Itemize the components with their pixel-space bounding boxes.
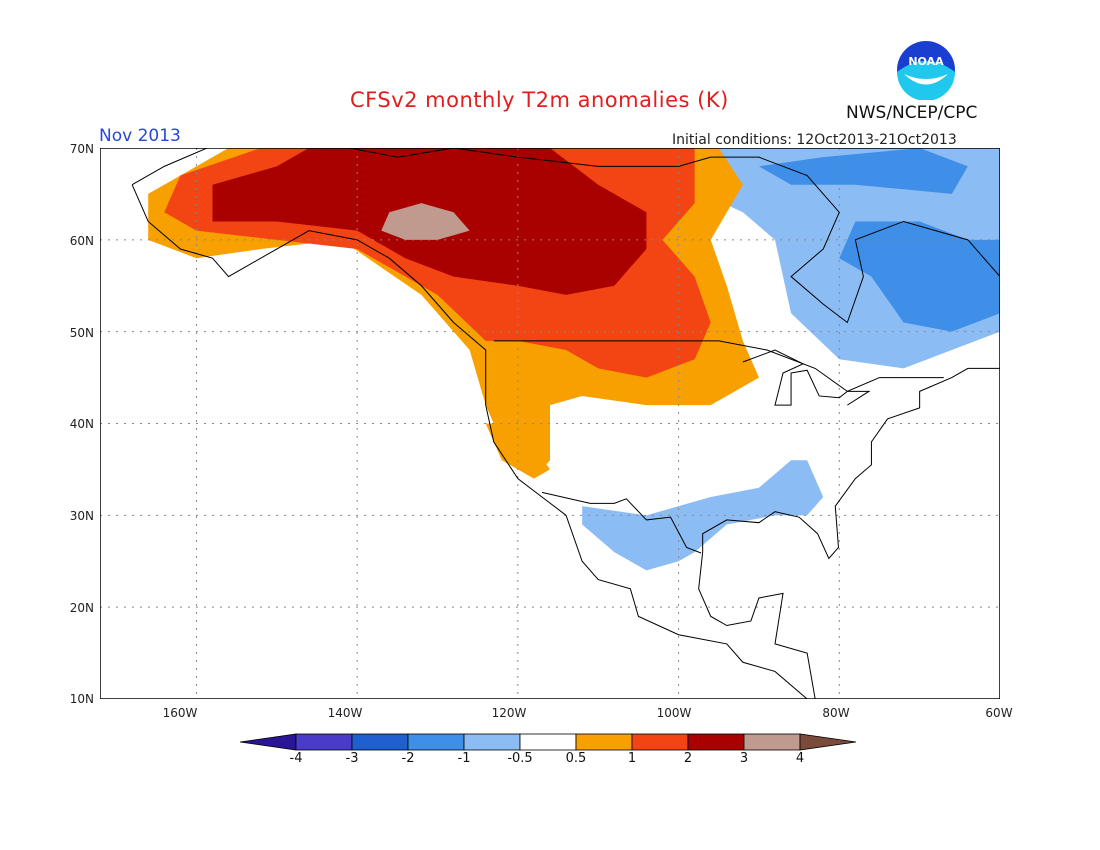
lon-tick-100w: 100W: [656, 706, 692, 720]
colorbar-segment: [295, 733, 353, 751]
lat-tick-40n: 40N: [69, 417, 94, 431]
colorbar-segment: [631, 733, 689, 751]
lat-tick-30n: 30N: [69, 509, 94, 523]
colorbar-tick-label: -3: [345, 751, 359, 766]
colorbar-tick-label: 3: [739, 751, 749, 766]
colorbar-right-arrow: [799, 733, 857, 751]
valid-month-label: Nov 2013: [99, 126, 181, 146]
anomaly-region: [485, 423, 550, 479]
coastline: [131, 184, 808, 699]
colorbar-segment: [743, 733, 801, 751]
coastline: [541, 491, 702, 554]
coastline: [742, 349, 871, 406]
anomaly-region: [839, 221, 1000, 332]
lon-tick-160w: 160W: [162, 706, 198, 720]
colorbar: [240, 733, 857, 751]
anomaly-region: [758, 148, 968, 194]
noaa-logo-icon: NOAA: [897, 41, 955, 100]
lat-lon-grid: [100, 148, 1000, 699]
colorbar-tick-label: 4: [795, 751, 805, 766]
lat-tick-50n: 50N: [69, 326, 94, 340]
svg-text:NOAA: NOAA: [908, 55, 944, 68]
anomaly-region: [582, 460, 824, 571]
coastline: [493, 340, 944, 392]
agency-label: NWS/NCEP/CPC: [846, 103, 978, 123]
colorbar-tick-label: 1: [627, 751, 637, 766]
anomaly-map: [100, 148, 1000, 699]
colorbar-segment: [407, 733, 465, 751]
initial-conditions-label: Initial conditions: 12Oct2013-21Oct2013: [672, 132, 957, 148]
colorbar-segment: [687, 733, 745, 751]
lat-tick-20n: 20N: [69, 601, 94, 615]
colorbar-left-arrow: [240, 733, 297, 751]
colorbar-tick-label: -2: [401, 751, 415, 766]
lon-tick-120w: 120W: [491, 706, 527, 720]
lat-tick-70n: 70N: [69, 142, 94, 156]
colorbar-tick-label: 2: [683, 751, 693, 766]
colorbar-segment: [351, 733, 409, 751]
map-title: CFSv2 monthly T2m anomalies (K): [350, 88, 729, 112]
colorbar-segment: [575, 733, 633, 751]
coastlines-and-borders: [131, 148, 1000, 699]
lat-tick-60n: 60N: [69, 234, 94, 248]
lat-tick-10n: 10N: [69, 692, 94, 706]
colorbar-tick-label: 0.5: [565, 751, 587, 766]
anomaly-shading: [148, 148, 1000, 571]
coastline: [131, 148, 1000, 324]
lon-tick-60w: 60W: [985, 706, 1013, 720]
colorbar-tick-label: -4: [289, 751, 303, 766]
coastline: [698, 552, 816, 699]
colorbar-segment: [463, 733, 521, 751]
colorbar-segment: [519, 733, 577, 751]
lon-tick-140w: 140W: [327, 706, 363, 720]
coastline: [702, 367, 1000, 560]
colorbar-tick-label: -0.5: [507, 751, 533, 766]
lon-tick-80w: 80W: [822, 706, 850, 720]
colorbar-tick-label: -1: [457, 751, 471, 766]
anomaly-region: [381, 203, 470, 240]
